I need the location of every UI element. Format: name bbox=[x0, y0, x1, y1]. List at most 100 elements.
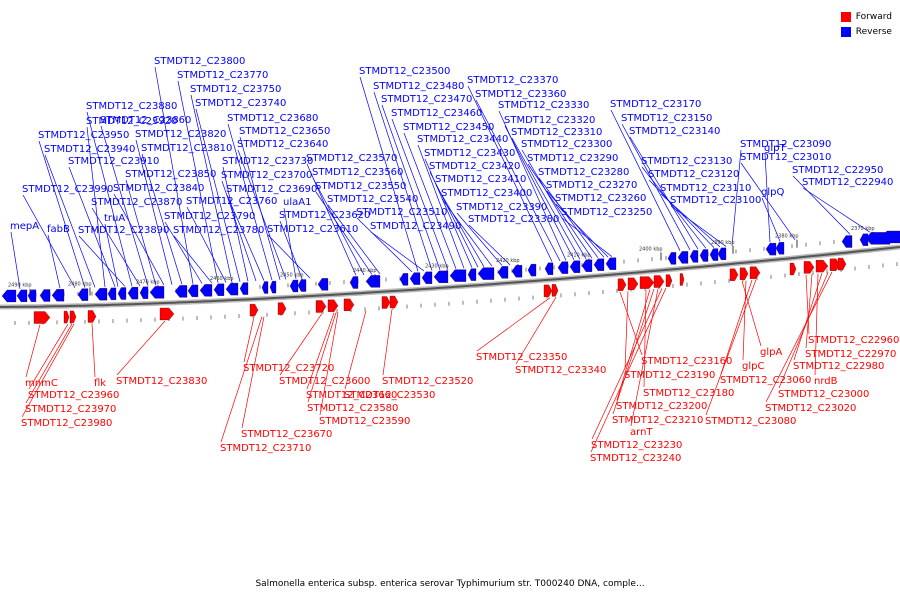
label-leader bbox=[741, 280, 762, 347]
label-leader bbox=[195, 108, 241, 282]
gene-label: STMDT12_C23680 bbox=[227, 113, 318, 124]
gene-label: STMDT12_C23500 bbox=[359, 66, 450, 77]
label-leader bbox=[619, 291, 643, 356]
reverse-gene-arrow bbox=[1, 289, 17, 303]
gene-label: STMDT12_C23470 bbox=[381, 94, 472, 105]
label-leader bbox=[241, 316, 265, 429]
label-leader bbox=[629, 136, 699, 250]
reverse-gene-arrow bbox=[775, 242, 785, 255]
reverse-gene-arrow bbox=[39, 289, 51, 302]
label-leader bbox=[805, 274, 810, 335]
reverse-gene-arrow bbox=[477, 267, 495, 280]
label-leader bbox=[154, 66, 194, 284]
reverse-gene-arrow bbox=[139, 286, 149, 299]
label-leader bbox=[417, 144, 465, 269]
gene-label: STMDT12_C23110 bbox=[660, 183, 751, 194]
gene-label: STMDT12_C23170 bbox=[610, 99, 701, 110]
label-leader bbox=[190, 94, 233, 283]
label-leader bbox=[705, 279, 757, 416]
label-leader bbox=[356, 217, 413, 273]
reverse-gene-arrow bbox=[365, 275, 381, 288]
forward-gene-arrow bbox=[87, 310, 97, 323]
label-leader bbox=[456, 212, 503, 266]
gene-label: STMDT12_C23290 bbox=[527, 153, 618, 164]
gene-label: STMDT12_C23260 bbox=[555, 193, 646, 204]
gene-label: STMDT12_C23560 bbox=[312, 167, 403, 178]
tick-label: 2460 kbp bbox=[210, 276, 234, 282]
legend-item-forward: Forward bbox=[840, 9, 892, 24]
label-leader-lines bbox=[10, 66, 871, 453]
reverse-gene-arrow bbox=[94, 288, 108, 301]
gene-label: STMDT12_C23540 bbox=[327, 194, 418, 205]
gene-label: truA bbox=[104, 213, 125, 224]
label-leader bbox=[226, 194, 265, 281]
label-leader bbox=[359, 76, 419, 272]
gene-label: STMDT12_C23800 bbox=[154, 56, 245, 67]
tick-label: 2440 kbp bbox=[353, 268, 377, 274]
gene-label: STMDT12_C23240 bbox=[590, 453, 681, 464]
legend-item-reverse: Reverse bbox=[840, 24, 892, 39]
label-leader bbox=[441, 198, 493, 267]
gene-label: mnmC bbox=[25, 378, 58, 389]
label-leader bbox=[504, 125, 575, 260]
gene-label: STMDT12_C23770 bbox=[177, 70, 268, 81]
label-leader bbox=[315, 191, 373, 275]
reverse-gene-arrow bbox=[593, 258, 605, 271]
reverse-gene-arrow bbox=[765, 243, 777, 256]
gene-label: STMDT12_C23270 bbox=[546, 180, 637, 191]
gene-label: STMDT12_C23890 bbox=[78, 225, 169, 236]
gene-label: glpC bbox=[742, 361, 764, 372]
gene-label: STMDT12_C23780 bbox=[173, 225, 264, 236]
gene-label: STMDT12_C23490 bbox=[370, 221, 461, 232]
forward-gene-arrow bbox=[343, 298, 355, 311]
gene-label: STMDT12_C23120 bbox=[648, 169, 739, 180]
reverse-gene-arrow bbox=[187, 284, 199, 298]
reverse-gene-arrow bbox=[449, 269, 467, 282]
label-leader bbox=[86, 111, 133, 287]
forward-gene-arrow bbox=[381, 296, 391, 309]
label-leader bbox=[222, 166, 249, 282]
gene-label: fabB bbox=[47, 224, 70, 235]
label-leader bbox=[10, 231, 21, 289]
reverse-gene-arrow bbox=[261, 281, 269, 294]
forward-gene-arrow bbox=[277, 302, 287, 315]
gene-label: STMDT12_C23750 bbox=[190, 84, 281, 95]
forward-gene-arrow bbox=[249, 303, 259, 317]
label-leader bbox=[312, 177, 365, 276]
forward-gene-arrow bbox=[617, 278, 627, 291]
gene-label: STMDT12_C23380 bbox=[468, 214, 559, 225]
label-leader bbox=[279, 313, 323, 376]
gene-label: STMDT12_C22950 bbox=[792, 165, 883, 176]
label-leader bbox=[778, 272, 829, 389]
label-leader bbox=[515, 297, 557, 365]
label-leader bbox=[435, 184, 485, 267]
label-leader bbox=[643, 289, 647, 388]
gene-label: STMDT12_C23080 bbox=[705, 416, 796, 427]
label-leader bbox=[221, 180, 257, 282]
gene-label: nrdB bbox=[814, 376, 838, 387]
gene-label: glpQ bbox=[761, 187, 784, 198]
gene-label: arnT bbox=[630, 427, 653, 438]
gene-label: STMDT12_C23190 bbox=[624, 370, 715, 381]
gene-label: STMDT12_C23440 bbox=[417, 134, 508, 145]
gene-label: STMDT12_C23830 bbox=[116, 376, 207, 387]
label-leader bbox=[86, 126, 106, 288]
gene-label: STMDT12_C23160 bbox=[641, 356, 732, 367]
reverse-gene-arrow bbox=[859, 233, 869, 246]
reverse-gene-arrow bbox=[174, 285, 188, 298]
gene-label: STMDT12_C23650 bbox=[239, 126, 330, 137]
label-leader bbox=[125, 179, 157, 286]
label-leader bbox=[141, 153, 183, 285]
gene-label: STMDT12_C23980 bbox=[21, 418, 112, 429]
reverse-gene-arrow bbox=[569, 260, 581, 273]
reverse-gene-arrow bbox=[289, 279, 299, 293]
genome-backbone bbox=[0, 244, 900, 310]
label-leader bbox=[720, 279, 753, 375]
label-leader bbox=[624, 291, 629, 370]
forward-gene-arrow bbox=[69, 310, 77, 324]
gene-label: STMDT12_C23960 bbox=[28, 390, 119, 401]
gene-label: STMDT12_C23060 bbox=[720, 375, 811, 386]
forward-gene-arrow bbox=[543, 284, 553, 298]
gene-label: STMDT12_C23910 bbox=[68, 156, 159, 167]
